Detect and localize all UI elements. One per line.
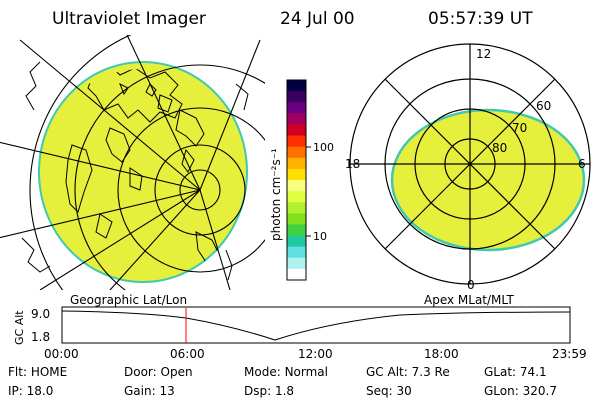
status-seq: Seq: 30 [366,384,412,398]
colorbar-swatch [287,124,306,137]
apex-caption: Apex MLat/MLT [424,293,514,307]
status-gc-alt: GC Alt: 7.3 Re [366,365,450,379]
altitude-curve [61,310,571,341]
mlt-label-12: 12 [476,47,491,61]
colorbar-swatch [287,102,306,114]
date-label: 24 Jul 00 [280,9,355,29]
mlt-label-0: 0 [467,278,475,292]
colorbar-swatch [287,157,306,170]
status-flt: Flt: HOME [8,365,67,379]
colorbar-swatch [287,213,306,226]
status-glat: GLat: 74.1 [484,365,547,379]
status-gain: Gain: 13 [124,384,175,398]
status-mode: Mode: Normal [244,365,328,379]
colorbar-swatch [287,224,306,237]
colorbar-swatch [287,180,306,192]
altitude-ylabel: GC Alt [13,310,26,345]
altitude-xtick-1800: 18:00 [424,347,459,361]
colorbar-swatch [287,146,306,159]
colorbar-swatch [287,80,306,92]
polar-grid [349,43,591,285]
altitude-plot-frame [61,306,571,344]
altitude-xtick-0000: 00:00 [44,347,79,361]
colorbar-swatch [287,91,306,103]
colorbar-swatch [287,168,306,181]
colorbar-swatch [287,191,306,203]
colorbar: 100 10 photon cm⁻²s⁻¹ [269,79,334,281]
altitude-xtick-1200: 12:00 [298,347,333,361]
status-door: Door: Open [124,365,193,379]
geographic-caption: Geographic Lat/Lon [70,293,187,307]
status-ip: IP: 18.0 [8,384,53,398]
mlat-label-70: 70 [512,121,527,135]
geographic-image-panel: Geographic Lat/Lon [0,35,265,307]
status-dsp: Dsp: 1.8 [244,384,294,398]
colorbar-tick-label-100: 100 [313,141,334,154]
latlon-grid [0,35,265,290]
colorbar-swatch [287,235,306,248]
altitude-xtick-0600: 06:00 [170,347,205,361]
colorbar-swatch [287,268,306,281]
altitude-plot: GC Alt 9.0 1.8 00:00 06:00 12:00 18:00 2… [13,306,587,361]
status-glon: GLon: 320.7 [484,384,557,398]
colorbar-swatch [287,257,306,270]
mlt-label-18: 18 [345,157,360,171]
instrument-title: Ultraviolet Imager [52,9,206,29]
altitude-ytick-9: 9.0 [31,307,50,321]
header: Ultraviolet Imager 24 Jul 00 05:57:39 UT [52,9,533,29]
status-panel: Flt: HOME Door: Open Mode: Normal GC Alt… [8,365,557,398]
colorbar-swatch [287,246,306,259]
colorbar-swatch [287,113,306,126]
altitude-xtick-2359: 23:59 [552,347,587,361]
polar-mlat-mlt-panel: 12 18 6 0 60 70 80 Apex MLat/MLT [345,43,591,307]
time-label: 05:57:39 UT [428,9,533,29]
colorbar-unit-label: photon cm⁻²s⁻¹ [269,148,283,241]
mlt-label-6: 6 [578,157,586,171]
mlat-label-80: 80 [492,141,507,155]
altitude-ytick-1-8: 1.8 [31,330,50,344]
colorbar-tick-label-10: 10 [313,230,327,243]
colorbar-swatch [287,135,306,148]
mlat-label-60: 60 [536,99,551,113]
colorbar-frame [286,79,307,281]
auroral-oval-fill [390,108,586,252]
outer-coastlines [21,61,249,281]
colorbar-scale [287,80,306,281]
colorbar-swatch [287,202,306,214]
